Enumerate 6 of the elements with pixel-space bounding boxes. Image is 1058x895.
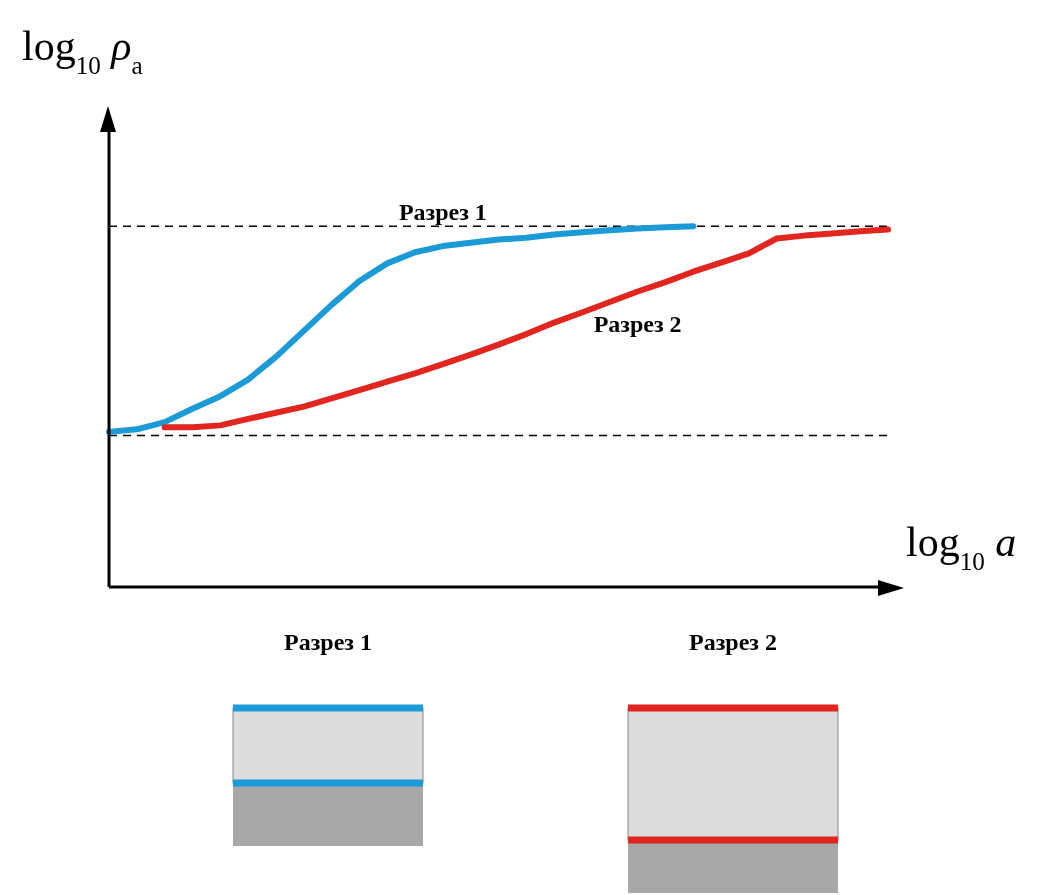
text: Разрез 1 <box>284 629 372 655</box>
series-label: Разрез 2 <box>593 310 682 337</box>
series-label: Разрез 1 <box>398 199 487 226</box>
text: Разрез 2 <box>689 629 777 655</box>
y-axis-title: log$_{10}$ ρ$_{a}$ <box>22 23 143 79</box>
x-axis-title: log$_{10}$ a <box>906 519 1017 575</box>
